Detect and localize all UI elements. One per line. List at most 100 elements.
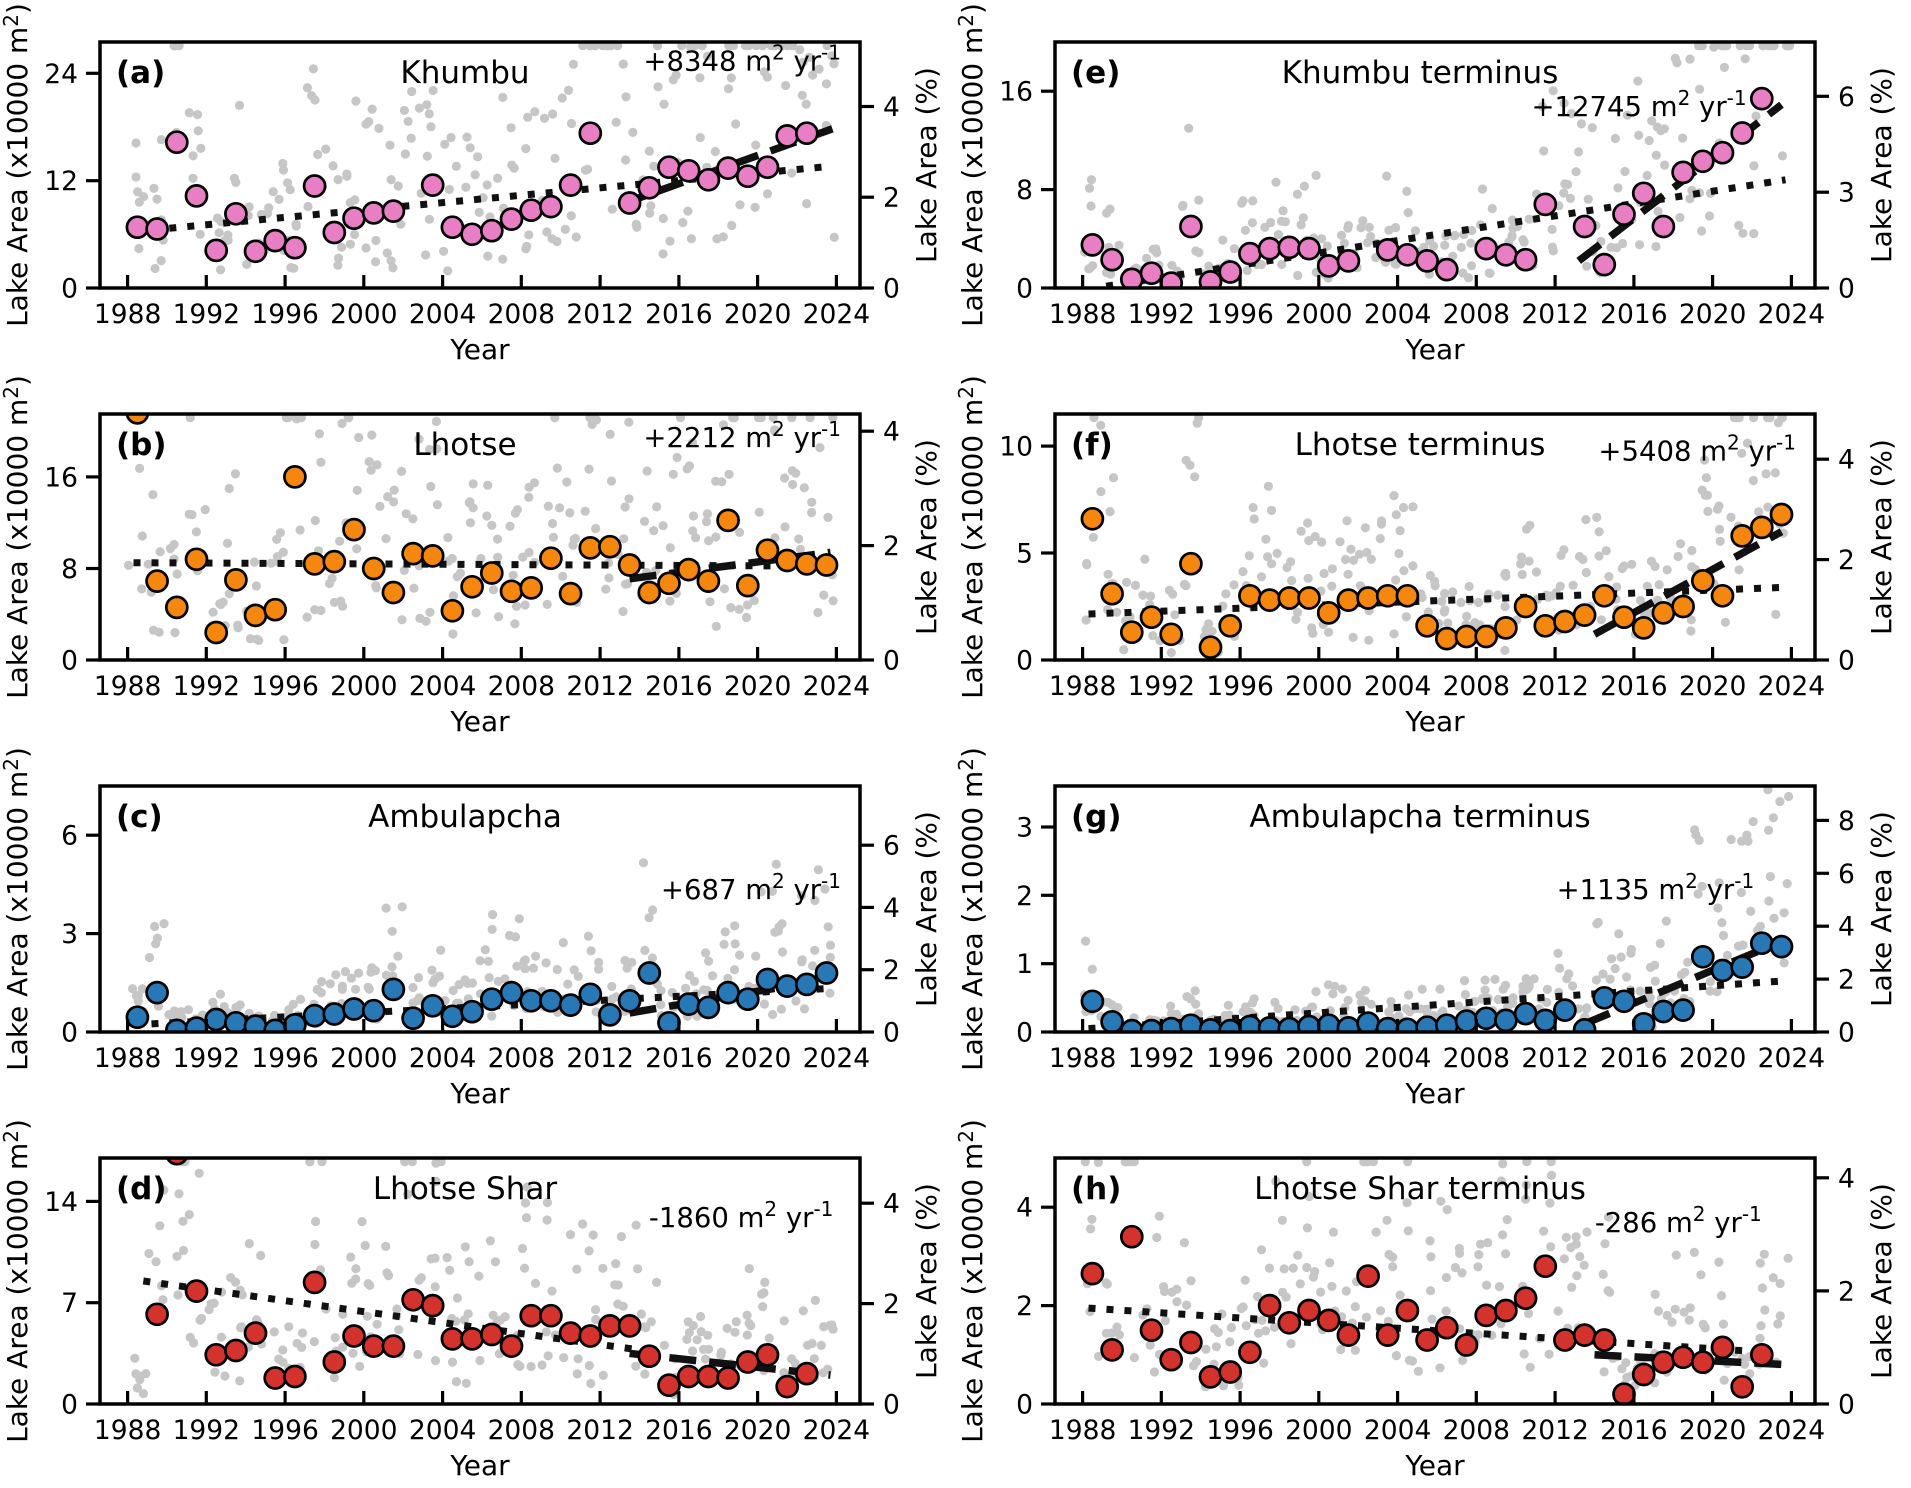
axes-box bbox=[98, 412, 862, 662]
scatter-point bbox=[1293, 270, 1303, 281]
scatter-point bbox=[695, 73, 705, 83]
annual-mean-point bbox=[578, 121, 603, 146]
scatter-point bbox=[494, 612, 504, 622]
scatter-point bbox=[1616, 952, 1626, 962]
scatter-point bbox=[317, 977, 327, 987]
scatter-point bbox=[1635, 595, 1646, 606]
y-tick-labels-right: 024 bbox=[1838, 445, 1855, 677]
scatter-point bbox=[1388, 1252, 1398, 1262]
scatter-point bbox=[1559, 188, 1569, 198]
scatter-point bbox=[816, 1340, 826, 1350]
scatter-point bbox=[718, 232, 728, 242]
svg-text:1996: 1996 bbox=[1206, 299, 1273, 330]
scatter-point bbox=[1654, 580, 1664, 590]
scatter-point bbox=[309, 1337, 319, 1347]
scatter-point bbox=[432, 500, 442, 510]
annual-mean-point bbox=[1434, 1315, 1459, 1340]
scatter-point bbox=[1354, 549, 1365, 559]
svg-text:1996: 1996 bbox=[251, 299, 318, 330]
scatter-point bbox=[476, 553, 486, 564]
scatter-point bbox=[1620, 166, 1630, 177]
scatter-point bbox=[798, 1306, 808, 1316]
scatter-point bbox=[1277, 1215, 1287, 1225]
annual-mean-point bbox=[1218, 1360, 1243, 1384]
scatter-point bbox=[1166, 648, 1176, 658]
annual-mean-point bbox=[1513, 1286, 1538, 1311]
annual-mean-point bbox=[1238, 1340, 1262, 1365]
scatter-point bbox=[1316, 1287, 1326, 1297]
scatter-point bbox=[1454, 1001, 1464, 1011]
scatter-point bbox=[1081, 936, 1091, 946]
annual-mean-point bbox=[184, 1279, 209, 1303]
annual-mean-point bbox=[1749, 1342, 1774, 1367]
scatter-point bbox=[165, 543, 175, 554]
scatter-point bbox=[823, 922, 833, 932]
annual-mean-point bbox=[1769, 502, 1794, 527]
svg-text:0: 0 bbox=[883, 646, 900, 677]
annual-mean-point bbox=[1395, 242, 1420, 267]
scatter-point bbox=[1382, 1215, 1392, 1225]
scatter-point bbox=[1391, 575, 1401, 585]
scatter-point bbox=[734, 950, 745, 960]
scatter-point bbox=[827, 51, 837, 61]
scatter-point bbox=[1088, 532, 1098, 542]
trend-dotted-line bbox=[1088, 1304, 1768, 1356]
scatter-point bbox=[1166, 1001, 1176, 1011]
annual-mean-point bbox=[1710, 140, 1735, 165]
panel-d: 1988 1992 1996 2000 2004 2008 2012 2016 2020 2024… bbox=[0, 1116, 955, 1488]
scatter-point bbox=[461, 182, 471, 192]
scatter-point bbox=[1172, 1297, 1182, 1307]
scatter-point bbox=[1277, 259, 1287, 270]
svg-text:2016: 2016 bbox=[645, 671, 712, 702]
svg-text:1: 1 bbox=[1016, 949, 1033, 980]
scatter-point bbox=[668, 469, 678, 479]
y-axis-label-right: Lake Area (%) bbox=[910, 67, 943, 263]
scatter-point bbox=[1185, 460, 1195, 470]
svg-text:2004: 2004 bbox=[409, 299, 476, 330]
annual-mean-point bbox=[617, 191, 642, 215]
scatter-point bbox=[1455, 1248, 1465, 1258]
annual-mean-point bbox=[1592, 1328, 1617, 1352]
annual-mean-point bbox=[558, 993, 583, 1017]
svg-text:4: 4 bbox=[1838, 445, 1855, 476]
scatter-point bbox=[337, 418, 347, 429]
scatter-point bbox=[701, 517, 712, 527]
scatter-point bbox=[1296, 220, 1306, 230]
y-axis-label-left: Lake Area (x10000 m2) bbox=[0, 747, 34, 1071]
scatter-point bbox=[1429, 241, 1439, 251]
scatter-point bbox=[1626, 948, 1636, 958]
scatter-point bbox=[354, 432, 364, 443]
scatter-point bbox=[649, 526, 659, 536]
scatter-point bbox=[1601, 546, 1611, 556]
scatter-point bbox=[1714, 524, 1725, 534]
scatter-point bbox=[520, 600, 530, 610]
svg-text:3: 3 bbox=[1016, 813, 1033, 844]
scatter-point bbox=[430, 1282, 440, 1292]
scatter-point bbox=[374, 123, 384, 133]
annual-mean-point bbox=[1474, 236, 1499, 261]
svg-text:2008: 2008 bbox=[488, 1415, 555, 1446]
svg-text:2012: 2012 bbox=[566, 1415, 633, 1446]
panel-letter: (g) bbox=[1071, 799, 1122, 835]
svg-text:0: 0 bbox=[883, 274, 900, 305]
scatter-point bbox=[648, 905, 658, 915]
scatter-point bbox=[1426, 1286, 1436, 1296]
annual-mean-point bbox=[1651, 214, 1676, 239]
scatter-point bbox=[394, 1325, 404, 1335]
scatter-point bbox=[1190, 472, 1200, 482]
scatter-point bbox=[780, 522, 790, 532]
annual-mean-point bbox=[322, 1350, 347, 1374]
scatter-point bbox=[686, 234, 697, 244]
scatter-point bbox=[302, 83, 312, 93]
scatter-point bbox=[746, 1320, 756, 1331]
scatter-point bbox=[550, 414, 560, 423]
scatter-point bbox=[1655, 938, 1665, 949]
annual-mean-point bbox=[499, 980, 524, 1005]
annual-mean-point bbox=[145, 217, 169, 241]
scatter-point bbox=[1112, 1322, 1122, 1332]
x-axis-label: Year bbox=[449, 1449, 510, 1482]
scatter-point bbox=[1759, 1249, 1769, 1259]
scatter-point bbox=[397, 466, 407, 476]
scatter-point bbox=[1779, 958, 1789, 968]
scatter-point bbox=[1635, 986, 1645, 996]
